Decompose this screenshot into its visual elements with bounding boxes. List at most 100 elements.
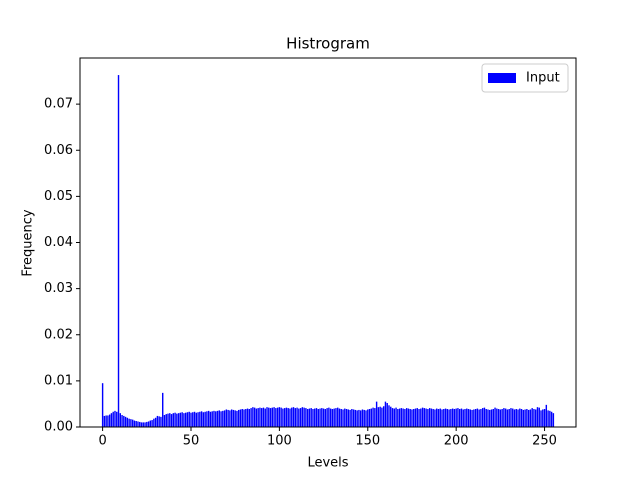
bar (453, 409, 456, 427)
bar (526, 409, 528, 427)
bar (123, 415, 125, 427)
bar (137, 421, 139, 427)
bar (365, 410, 367, 427)
bar (391, 408, 394, 427)
bar (524, 409, 526, 427)
legend-frame (481, 63, 569, 93)
bar (333, 408, 335, 427)
bar (527, 409, 530, 427)
bar (390, 406, 392, 427)
bar (382, 406, 385, 427)
bar (363, 409, 365, 427)
y-tick-label: 0.05 (44, 189, 73, 204)
bar (301, 407, 304, 427)
y-tick-label: 0.02 (44, 327, 73, 342)
bar (375, 401, 378, 427)
bar (184, 412, 187, 427)
bar (340, 409, 342, 427)
bar (188, 411, 190, 427)
bar (243, 409, 245, 427)
bar (303, 407, 305, 427)
bar (480, 409, 482, 427)
bar (434, 409, 436, 427)
bar (255, 408, 258, 427)
bar (450, 409, 452, 427)
bar (262, 407, 265, 427)
bar (372, 407, 374, 427)
bar (549, 410, 551, 427)
bar (158, 416, 160, 427)
bar (347, 409, 350, 427)
bar (211, 411, 213, 427)
bar (252, 407, 254, 427)
bar (421, 407, 424, 427)
bar (542, 409, 544, 427)
bar (388, 405, 390, 427)
bar (386, 403, 388, 427)
bar (455, 408, 457, 427)
bar (179, 412, 182, 427)
bar (326, 408, 328, 427)
bar (552, 413, 555, 427)
bar (351, 409, 353, 427)
bar (462, 409, 464, 427)
bar (474, 409, 477, 427)
bar (107, 415, 109, 427)
bar (202, 412, 205, 427)
bar (186, 412, 189, 427)
bar (494, 407, 496, 427)
bar (367, 409, 369, 427)
bar (124, 416, 127, 427)
bar (361, 409, 364, 427)
bar (381, 407, 383, 427)
bar (190, 412, 192, 427)
bar (139, 421, 141, 427)
bar (261, 408, 263, 427)
bar (135, 421, 137, 427)
bar (128, 418, 130, 427)
bar (305, 408, 307, 427)
y-tick-label: 0.06 (44, 143, 73, 158)
bar (460, 408, 463, 427)
x-tick-label: 100 (267, 434, 292, 449)
bar (517, 409, 519, 427)
bar (315, 408, 318, 427)
bar (490, 409, 493, 427)
bar (213, 410, 215, 427)
bar (414, 408, 417, 427)
bar (404, 409, 406, 427)
bar (370, 408, 373, 427)
bar (413, 409, 415, 427)
bar (160, 416, 162, 427)
bar (234, 410, 236, 427)
bar (200, 411, 203, 427)
bar (508, 409, 510, 427)
legend: Input (481, 63, 569, 93)
bar (533, 409, 535, 427)
bar (154, 417, 157, 427)
bar (506, 409, 509, 427)
bar (283, 408, 286, 427)
y-tick-label: 0.01 (44, 373, 73, 388)
bar (427, 409, 429, 427)
bar (192, 412, 194, 427)
bar (225, 409, 228, 427)
bar (487, 409, 489, 427)
bar (448, 409, 450, 427)
bar (328, 407, 330, 427)
x-tick-label: 50 (183, 434, 200, 449)
bar (358, 409, 360, 427)
bar (146, 421, 148, 427)
bar (282, 408, 284, 427)
bar (174, 412, 176, 427)
bar (126, 417, 129, 427)
bar (489, 409, 491, 427)
bar (436, 408, 438, 427)
bar (117, 75, 120, 427)
bar (144, 422, 146, 427)
bar (112, 411, 114, 427)
bar (222, 410, 224, 427)
bar (407, 408, 410, 427)
bar (377, 407, 380, 427)
